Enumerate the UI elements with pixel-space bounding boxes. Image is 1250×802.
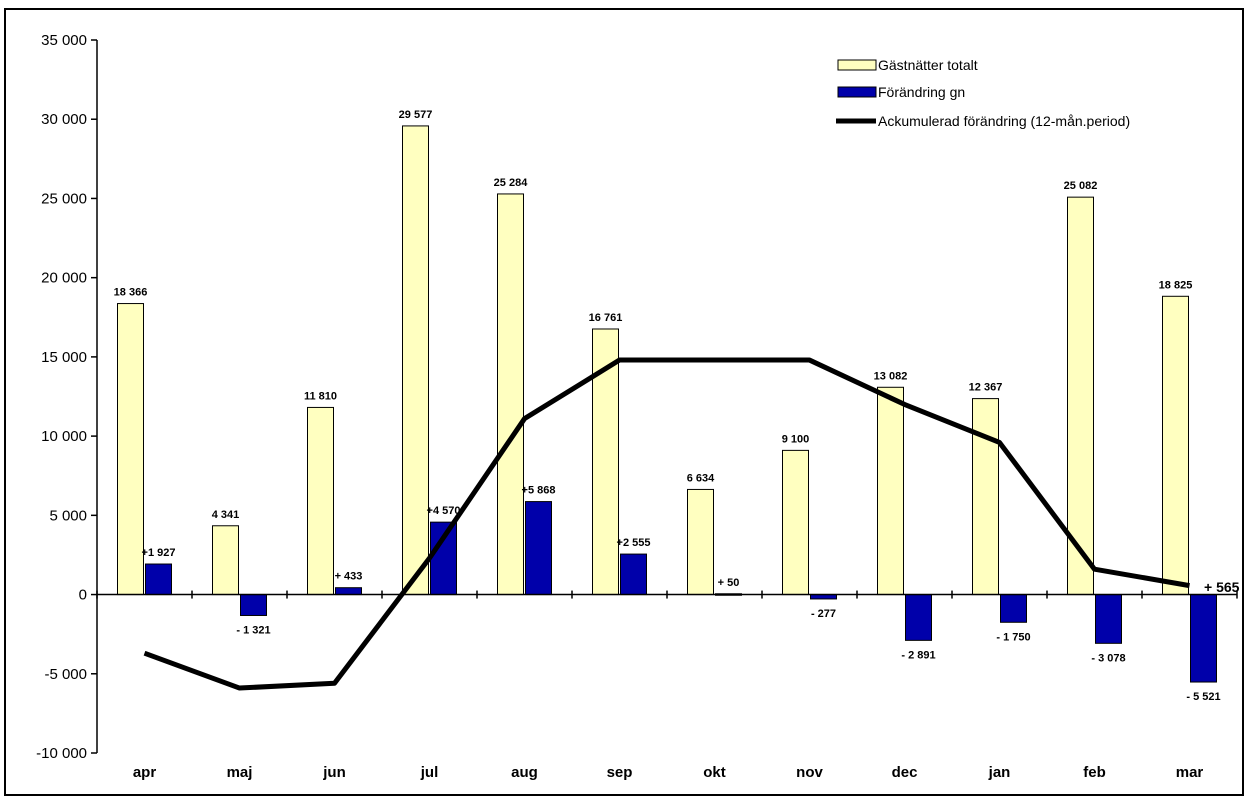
bar-gastnatter <box>782 449 809 596</box>
bar-gastnatter <box>1162 295 1189 596</box>
data-label-gastnatter: 6 634 <box>687 472 715 484</box>
data-label-forandring: - 277 <box>811 608 836 620</box>
data-label-forandring: + 433 <box>335 571 363 583</box>
y-tick-label: 30 000 <box>41 111 87 128</box>
bar-gastnatter <box>877 386 904 596</box>
bar-gastnatter <box>402 125 429 596</box>
x-category-label: jul <box>420 764 439 781</box>
bar-forandring <box>335 587 362 596</box>
y-tick-label: -5 000 <box>44 666 87 683</box>
x-category-label: aug <box>511 764 538 781</box>
label-layer: 18 366 +1 927 4 341 - 1 321 11 810 + 433 29 57… <box>114 109 1221 703</box>
legend-swatch-forandring <box>837 86 877 98</box>
y-tick-label: 5 000 <box>49 507 87 524</box>
x-category-label: mar <box>1176 764 1204 781</box>
bar-forandring <box>145 563 172 596</box>
data-label-gastnatter: 11 810 <box>304 390 337 402</box>
y-tick-label: 0 <box>79 587 87 604</box>
bar-gastnatter <box>687 488 714 596</box>
x-category-label: apr <box>133 764 157 781</box>
bar-forandring <box>1000 594 1027 623</box>
data-label-forandring: - 2 891 <box>901 649 935 661</box>
data-label-forandring: + 50 <box>718 577 740 589</box>
x-category-label: okt <box>703 764 726 781</box>
bar-forandring <box>1190 594 1217 683</box>
bar-gastnatter <box>307 406 334 596</box>
bar-forandring <box>430 521 457 596</box>
data-label-forandring: +1 927 <box>142 547 176 559</box>
data-label-gastnatter: 4 341 <box>212 509 240 521</box>
line-ackumulerad <box>143 357 1190 691</box>
y-tick-label: -10 000 <box>36 745 87 762</box>
x-category-label: jan <box>988 764 1011 781</box>
x-category-label: jun <box>322 764 346 781</box>
data-label-forandring: - 1 750 <box>996 631 1030 643</box>
legend-label-gastnatter: Gästnätter totalt <box>878 57 978 73</box>
data-label-gastnatter: 25 284 <box>494 177 529 189</box>
bar-gastnatter <box>117 303 144 596</box>
data-label-gastnatter: 18 366 <box>114 287 148 299</box>
data-label-gastnatter: 12 367 <box>969 382 1003 394</box>
data-label-gastnatter: 9 100 <box>782 433 810 445</box>
legend-swatch-gastnatter <box>837 59 877 71</box>
data-label-gastnatter: 29 577 <box>399 109 433 121</box>
chart-frame <box>4 8 1244 796</box>
y-tick-label: 20 000 <box>41 270 87 287</box>
data-label-forandring: - 5 521 <box>1186 691 1220 703</box>
x-category-label: dec <box>892 764 918 781</box>
data-label-gastnatter: 25 082 <box>1064 180 1098 192</box>
bar-forandring <box>905 594 932 641</box>
data-label-forandring: +5 868 <box>522 485 556 497</box>
legend-label-ackumulerad: Ackumulerad förändring (12-mån.period) <box>878 113 1130 129</box>
data-label-forandring: +4 570 <box>427 505 461 517</box>
data-label-forandring: +2 555 <box>617 537 651 549</box>
x-category-label: nov <box>796 764 823 781</box>
data-label-forandring: - 1 321 <box>236 624 270 636</box>
bar-forandring <box>240 594 267 616</box>
y-tick-label: 25 000 <box>41 190 87 207</box>
data-label-forandring: - 3 078 <box>1091 652 1125 664</box>
bar-gastnatter <box>1067 196 1094 596</box>
x-category-label: maj <box>227 764 253 781</box>
legend: Gästnätter totalt Förändring gn Ackumule… <box>836 57 1130 129</box>
data-label-gastnatter: 13 082 <box>874 370 908 382</box>
y-tick-label: 35 000 <box>41 32 87 49</box>
bar-gastnatter <box>497 193 524 596</box>
legend-label-forandring: Förändring gn <box>878 84 965 100</box>
line-layer <box>143 357 1190 691</box>
bars-layer <box>117 125 1217 683</box>
bar-gastnatter <box>212 525 239 596</box>
x-category-label: sep <box>607 764 633 781</box>
bar-forandring <box>620 553 647 596</box>
data-label-gastnatter: 16 761 <box>589 312 623 324</box>
data-label-gastnatter: 18 825 <box>1159 279 1193 291</box>
bar-forandring <box>525 501 552 596</box>
axis-layer: -10 000 -5 000 0 5 000 10 000 15 000 20 000 25 … <box>36 32 1238 781</box>
y-tick-label: 15 000 <box>41 349 87 366</box>
bar-forandring <box>1095 594 1122 644</box>
bar-gastnatter <box>972 398 999 596</box>
y-tick-label: 10 000 <box>41 428 87 445</box>
line-end-label: + 565 <box>1204 579 1240 595</box>
x-category-label: feb <box>1083 764 1106 781</box>
